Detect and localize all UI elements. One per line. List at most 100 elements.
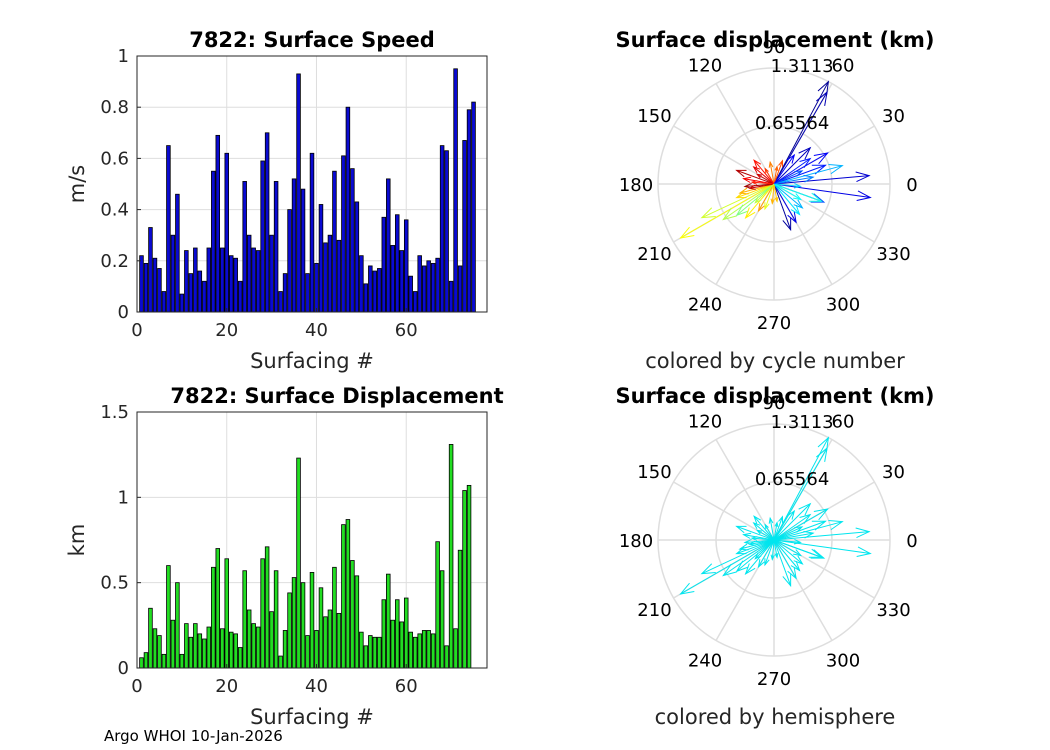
displacement-arrow	[773, 183, 792, 232]
bar	[439, 145, 445, 313]
polar-angle-label: 210	[637, 244, 671, 265]
bar	[184, 250, 189, 313]
displacement-arrow	[738, 183, 775, 195]
x-tick-label: 40	[305, 676, 328, 697]
bar	[264, 132, 270, 313]
polar-radial-label: 1.3113	[771, 412, 834, 433]
bar	[291, 577, 297, 669]
displacement-arrow	[773, 165, 779, 185]
polar-angle-label: 300	[826, 651, 860, 672]
bar	[233, 257, 238, 313]
bar	[287, 209, 292, 313]
polar-radial-label: 0.65564	[755, 469, 829, 490]
displacement-arrow	[773, 164, 827, 185]
displacement-chart-xlabel: Surfacing #	[250, 705, 374, 729]
bar	[215, 548, 221, 669]
bar	[412, 291, 418, 313]
polar-angle-label: 120	[688, 411, 722, 432]
polar-angle-label: 30	[882, 462, 905, 483]
displacement-arrow	[764, 539, 775, 567]
speed-bar-chart: 0 0.2 0.4 0.6 0.8 1 0 20 40 60 7822: Surface Spee…	[65, 28, 488, 373]
bar	[421, 630, 427, 669]
displacement-arrow	[722, 539, 775, 577]
displacement-arrow	[773, 183, 779, 203]
bar	[471, 101, 476, 313]
x-tick-label: 60	[395, 676, 418, 697]
polar-angle-label: 150	[637, 462, 671, 483]
polar-cycle-chart: 0 30 60 90 120 150 180 210 240 270 300 330 0.65564 1.…	[615, 28, 934, 373]
bar	[193, 623, 198, 669]
polar-cycle-title: Surface displacement (km)	[615, 28, 934, 52]
bar	[350, 560, 355, 669]
polar-angle-label: 240	[688, 651, 722, 672]
bar	[372, 636, 378, 669]
bar	[255, 626, 261, 669]
y-tick-label: 0.5	[100, 573, 129, 594]
polar-angle-label: 30	[882, 106, 905, 127]
displacement-arrow	[773, 183, 804, 209]
bar	[466, 484, 472, 669]
bar	[220, 247, 225, 313]
displacement-arrow	[773, 508, 829, 541]
displacement-arrow	[750, 536, 775, 541]
bar	[215, 134, 221, 313]
bar	[403, 597, 409, 669]
displacement-arrow	[773, 539, 804, 565]
bar	[363, 283, 369, 313]
bar	[202, 280, 207, 313]
x-tick-label: 0	[131, 320, 142, 341]
polar-angle-label: 0	[906, 531, 917, 552]
bar	[430, 633, 436, 669]
bar	[296, 73, 301, 313]
polar-angle-label: 330	[876, 244, 910, 265]
polar-angle-label: 0	[906, 175, 917, 196]
bar	[448, 444, 454, 669]
bar	[206, 247, 212, 313]
polar-angle-label: 90	[763, 37, 786, 58]
bar	[148, 607, 153, 669]
speed-chart-xlabel: Surfacing #	[250, 349, 374, 373]
polar-angle-label: 90	[763, 393, 786, 414]
displacement-arrow	[750, 180, 775, 185]
bar	[179, 293, 185, 313]
bar	[327, 234, 333, 313]
bar	[462, 490, 467, 669]
displacement-arrow	[773, 446, 828, 541]
bar	[462, 140, 467, 313]
bar	[228, 255, 234, 313]
bar	[390, 245, 396, 313]
polar-angle-label: 300	[826, 295, 860, 316]
displacement-arrow	[752, 166, 775, 185]
displacement-arrow	[773, 183, 872, 201]
bar	[412, 636, 418, 669]
bar	[408, 631, 413, 669]
x-tick-label: 20	[215, 676, 238, 697]
bar	[305, 273, 310, 313]
polar-angle-label: 180	[619, 175, 653, 196]
x-tick-label: 60	[395, 320, 418, 341]
bar	[336, 239, 342, 313]
displacement-arrow	[773, 539, 872, 557]
polar-angle-label: 210	[637, 600, 671, 621]
bar	[237, 647, 243, 669]
bar	[341, 155, 346, 313]
y-tick-label: 0.6	[100, 148, 129, 169]
bar	[457, 549, 463, 669]
bar	[246, 609, 252, 669]
bar	[184, 623, 189, 669]
bar	[403, 219, 409, 313]
bar	[161, 653, 167, 669]
displacement-arrow	[735, 183, 775, 217]
bar	[381, 216, 387, 313]
bar	[224, 152, 229, 313]
bar	[143, 262, 149, 313]
bar	[175, 193, 180, 313]
displacement-arrow	[773, 183, 802, 189]
bar	[233, 633, 238, 669]
bar	[206, 626, 212, 669]
bar	[170, 234, 176, 313]
bar	[395, 214, 400, 313]
bar	[278, 655, 283, 669]
displacement-arrow	[773, 539, 779, 559]
displacement-arrow	[735, 169, 775, 185]
